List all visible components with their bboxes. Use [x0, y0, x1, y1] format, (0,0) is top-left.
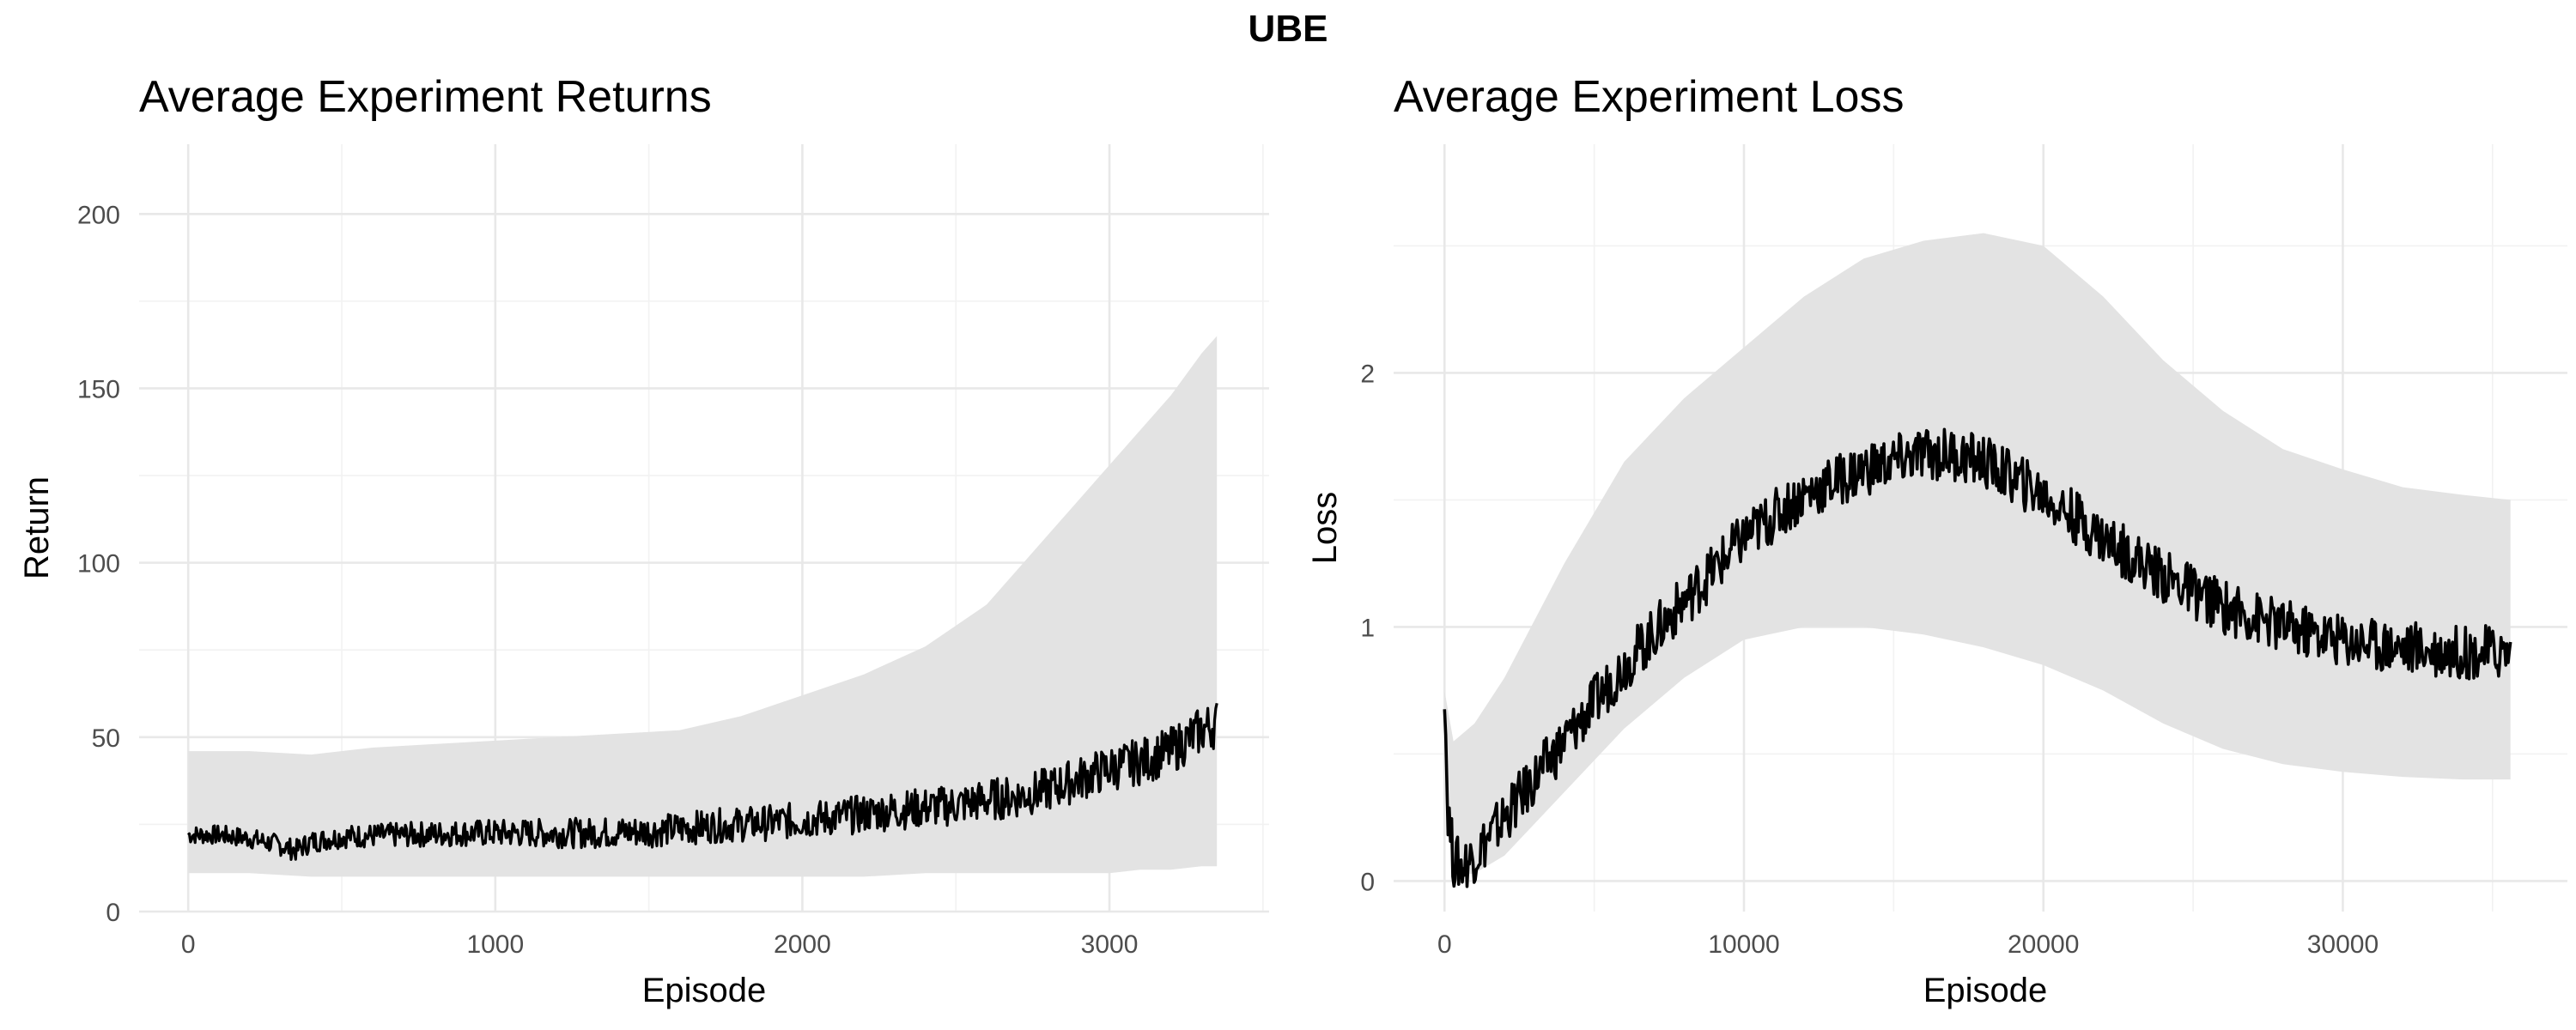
returns-x-tick-label: 2000 [774, 930, 831, 959]
loss-series-layer [1443, 427, 2512, 888]
loss-mean-line [1443, 427, 2512, 888]
returns-series-layer [186, 702, 1218, 861]
returns-x-axis-title: Episode [642, 972, 767, 1009]
returns-y-axis-title: Return [18, 476, 56, 579]
returns-y-tick-label: 150 [77, 375, 120, 403]
loss-x-axis-title: Episode [1923, 972, 2048, 1009]
loss-x-tick-label: 10000 [1708, 930, 1779, 959]
returns-x-tick-label: 0 [181, 930, 196, 959]
returns-mean-line [186, 702, 1218, 861]
loss-x-tick-label: 0 [1437, 930, 1452, 959]
returns-y-tick-label: 0 [106, 899, 120, 927]
loss-spread-ribbon [1444, 233, 2511, 876]
returns-y-tick-label: 100 [77, 550, 120, 579]
returns-y-tick-label: 50 [92, 724, 120, 753]
loss-y-tick-label: 0 [1360, 868, 1375, 896]
returns-spread-ribbon [188, 336, 1218, 877]
returns-ribbon-layer [188, 336, 1218, 877]
returns-tick-labels: 0 1000 2000 3000 0 50 100 150 200 [77, 201, 1138, 959]
loss-panel-title: Average Experiment Loss [1394, 72, 1904, 122]
loss-ribbon-layer [1444, 233, 2511, 876]
loss-x-tick-label: 20000 [2008, 930, 2079, 959]
loss-y-axis-title: Loss [1306, 492, 1344, 565]
returns-panel-title: Average Experiment Returns [139, 72, 712, 122]
loss-y-tick-label: 1 [1360, 614, 1375, 642]
figure-title: UBE [1249, 8, 1328, 50]
returns-x-tick-label: 1000 [466, 930, 524, 959]
returns-x-tick-label: 3000 [1081, 930, 1139, 959]
loss-y-tick-label: 2 [1360, 360, 1375, 388]
returns-y-tick-label: 200 [77, 201, 120, 229]
returns-panel: Average Experiment Returns Episode Retur… [18, 72, 1269, 1009]
loss-x-tick-label: 30000 [2307, 930, 2379, 959]
loss-panel: Average Experiment Loss Episode Loss 0 10… [1306, 72, 2567, 1009]
loss-tick-labels: 0 10000 20000 30000 0 1 2 [1360, 360, 2379, 959]
